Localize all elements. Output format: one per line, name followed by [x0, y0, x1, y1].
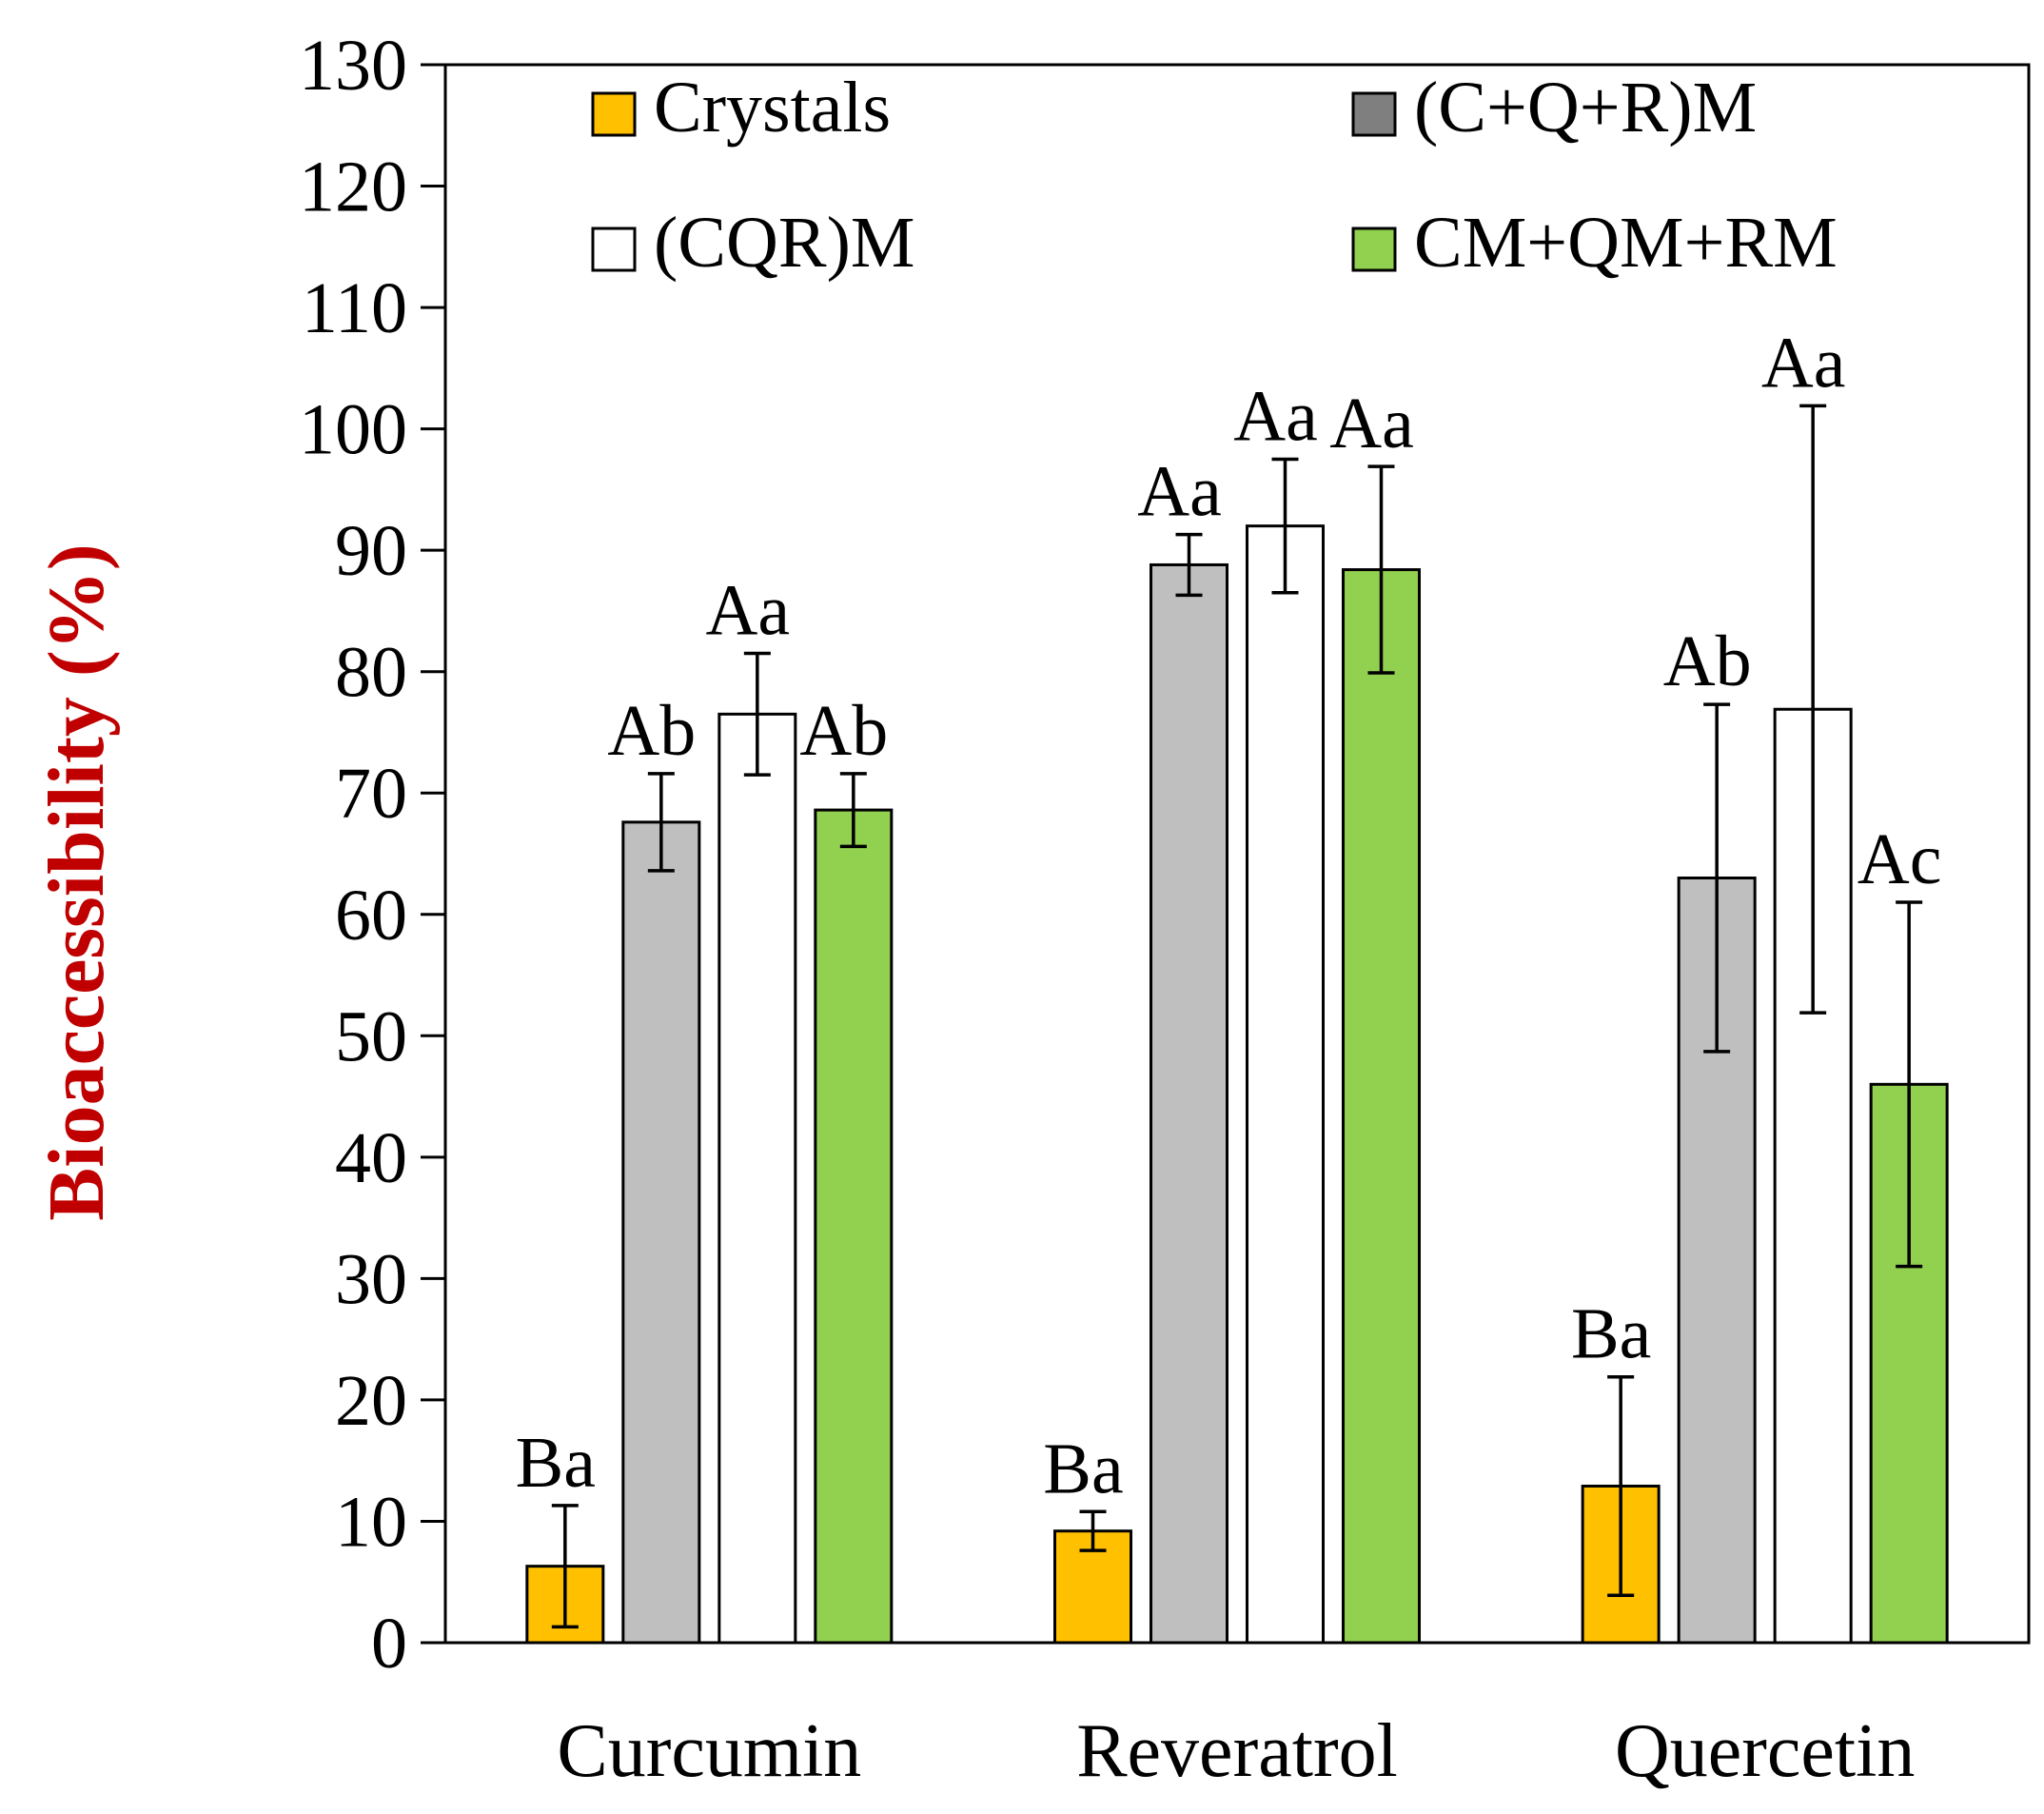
- bar: [814, 808, 894, 1645]
- significance-label: Aa: [1329, 384, 1414, 463]
- significance-label: Aa: [706, 571, 791, 651]
- error-bars-layer: [551, 404, 1923, 1629]
- legend-swatch: [1351, 91, 1397, 137]
- y-tick-label: 40: [335, 1118, 407, 1198]
- y-tick-label: 90: [335, 511, 407, 591]
- y-tick-label: 10: [335, 1482, 407, 1562]
- legend-label: CM+QM+RM: [1414, 203, 1838, 283]
- significance-label: Ab: [1663, 621, 1752, 701]
- significance-label: Ab: [607, 691, 696, 771]
- y-tick-label: 70: [335, 754, 407, 834]
- y-tick-label: 50: [335, 996, 407, 1076]
- y-tick-label: 20: [335, 1361, 407, 1441]
- axes-layer: 0 10 20 30 40 50 60 70 80 90 100 110 120 130 Curcumin R…: [299, 26, 1915, 1793]
- legend-swatch: [1351, 227, 1397, 272]
- legend: Crystals (C+Q+R)M (CQR)M CM+QM+RM: [591, 68, 1838, 283]
- y-tick-label: 30: [335, 1239, 407, 1319]
- bar: [1150, 562, 1228, 1645]
- legend-swatch: [591, 227, 637, 272]
- x-category-label: Quercetin: [1615, 1709, 1915, 1793]
- bar: [1677, 877, 1757, 1645]
- significance-label: Aa: [1761, 323, 1846, 403]
- bar: [1246, 524, 1325, 1645]
- legend-label: (CQR)M: [654, 203, 914, 283]
- y-tick-label: 120: [299, 148, 407, 227]
- y-axis-title: Bioaccessibility (%): [32, 543, 121, 1221]
- plot-area: [443, 63, 2031, 1645]
- legend-label: (C+Q+R)M: [1414, 68, 1757, 148]
- legend-swatch: [591, 91, 637, 137]
- significance-label: Aa: [1137, 452, 1222, 532]
- significance-label: Ba: [1043, 1429, 1123, 1508]
- y-tick-label: 80: [335, 633, 407, 713]
- bars-layer: [525, 524, 1949, 1645]
- x-category-label: Reveratrol: [1076, 1709, 1398, 1793]
- y-tick-label: 0: [371, 1604, 407, 1684]
- bar: [1342, 568, 1421, 1645]
- y-tick-label: 130: [299, 26, 407, 106]
- legend-label: Crystals: [654, 68, 891, 148]
- significance-label: Ba: [516, 1423, 596, 1503]
- bar: [1869, 1082, 1949, 1645]
- y-tick-label: 60: [335, 876, 407, 956]
- bar: [717, 712, 797, 1645]
- significance-label: Ba: [1571, 1294, 1651, 1374]
- plot-frame: [443, 63, 2031, 1645]
- y-tick-label: 100: [299, 390, 407, 470]
- significance-label: Ab: [799, 691, 888, 771]
- significance-label: Aa: [1233, 377, 1318, 457]
- significance-label: Ac: [1857, 819, 1942, 899]
- bar: [1053, 1529, 1132, 1645]
- y-tick-label: 110: [302, 268, 407, 348]
- x-category-label: Curcumin: [557, 1709, 861, 1793]
- bar: [621, 820, 701, 1645]
